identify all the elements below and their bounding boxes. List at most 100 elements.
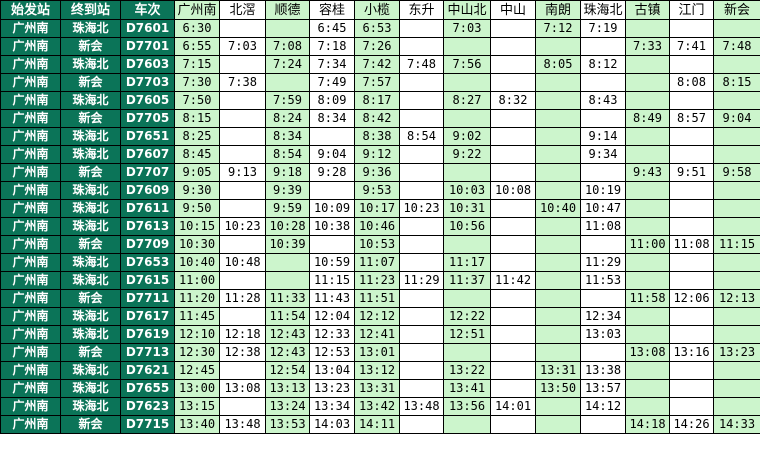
destination-station-cell: 新会	[60, 163, 121, 182]
time-cell: 12:18	[219, 325, 266, 344]
time-cell: 9:13	[219, 163, 266, 182]
time-cell	[219, 397, 266, 416]
time-cell: 10:46	[354, 217, 400, 236]
time-cell: 13:00	[174, 379, 220, 398]
time-cell: 10:09	[309, 199, 355, 218]
time-cell: 7:57	[354, 73, 400, 92]
table-row: 广州南 珠海北 D7615 11:00 11:15 11:23 11:29 11:37 11:4…	[0, 271, 760, 290]
table-row: 广州南 珠海北 D7617 11:45 11:54 12:04 12:12 12:22 12:3…	[0, 307, 760, 326]
time-cell: 12:13	[713, 289, 760, 308]
time-cell: 7:42	[354, 55, 400, 74]
time-cell	[535, 91, 581, 110]
table-row: 广州南 珠海北 D7605 7:50 7:59 8:09 8:17 8:27 8:32 8:43	[0, 91, 760, 110]
time-cell	[399, 217, 444, 236]
time-cell: 11:08	[580, 217, 626, 236]
time-cell	[535, 271, 581, 290]
time-cell: 12:45	[174, 361, 220, 380]
time-cell: 7:38	[219, 73, 266, 92]
time-cell	[309, 235, 355, 254]
time-cell: 12:53	[309, 343, 355, 362]
time-cell	[490, 55, 536, 74]
origin-station-cell: 广州南	[0, 19, 61, 38]
time-cell	[490, 361, 536, 380]
time-cell	[443, 415, 491, 434]
time-cell	[490, 379, 536, 398]
origin-station-cell: 广州南	[0, 37, 61, 56]
time-cell	[399, 109, 444, 128]
time-cell	[265, 73, 310, 92]
origin-station-cell: 广州南	[0, 379, 61, 398]
time-cell: 7:33	[625, 37, 670, 56]
time-cell	[713, 145, 760, 164]
time-cell: 13:08	[625, 343, 670, 362]
time-cell: 9:50	[174, 199, 220, 218]
time-cell	[219, 109, 266, 128]
destination-station-cell: 珠海北	[60, 307, 121, 326]
origin-station-cell: 广州南	[0, 109, 61, 128]
column-header: 终到站	[60, 0, 121, 20]
time-cell	[219, 235, 266, 254]
time-cell: 12:51	[443, 325, 491, 344]
time-cell: 10:23	[219, 217, 266, 236]
station-header: 珠海北	[580, 0, 626, 20]
time-cell: 8:34	[309, 109, 355, 128]
time-cell	[535, 217, 581, 236]
time-cell	[625, 253, 670, 272]
time-cell	[625, 271, 670, 290]
train-number-cell: D7613	[120, 217, 175, 236]
time-cell	[219, 19, 266, 38]
time-cell: 10:19	[580, 181, 626, 200]
time-cell: 9:22	[443, 145, 491, 164]
time-cell	[399, 379, 444, 398]
time-cell: 9:36	[354, 163, 400, 182]
time-cell	[580, 37, 626, 56]
station-header: 中山	[490, 0, 536, 20]
origin-station-cell: 广州南	[0, 55, 61, 74]
time-cell	[443, 289, 491, 308]
table-row: 广州南 珠海北 D7603 7:15 7:24 7:34 7:42 7:48 7:56 8:05 8…	[0, 55, 760, 74]
time-cell: 14:11	[354, 415, 400, 434]
time-cell: 13:48	[219, 415, 266, 434]
time-cell: 7:03	[219, 37, 266, 56]
time-cell	[490, 145, 536, 164]
table-row: 广州南 珠海北 D7601 6:30 6:45 6:53 7:03 7:12 7:19	[0, 19, 760, 38]
table-row: 广州南 新会 D7713 12:30 12:38 12:43 12:53 13:01 13:08…	[0, 343, 760, 362]
origin-station-cell: 广州南	[0, 91, 61, 110]
time-cell: 12:43	[265, 343, 310, 362]
station-header: 广州南	[174, 0, 220, 20]
time-cell	[669, 361, 714, 380]
time-cell	[535, 289, 581, 308]
time-cell: 11:45	[174, 307, 220, 326]
time-cell: 12:38	[219, 343, 266, 362]
column-header: 车次	[120, 0, 175, 20]
time-cell	[443, 37, 491, 56]
time-cell	[625, 379, 670, 398]
time-cell: 12:12	[354, 307, 400, 326]
origin-station-cell: 广州南	[0, 163, 61, 182]
time-cell: 13:13	[265, 379, 310, 398]
time-cell	[535, 127, 581, 146]
time-cell: 13:12	[354, 361, 400, 380]
time-cell	[669, 397, 714, 416]
time-cell: 14:33	[713, 415, 760, 434]
time-cell: 12:33	[309, 325, 355, 344]
origin-station-cell: 广州南	[0, 289, 61, 308]
time-cell: 11:00	[174, 271, 220, 290]
table-row: 广州南 新会 D7711 11:20 11:28 11:33 11:43 11:51 11:58…	[0, 289, 760, 308]
time-cell	[669, 181, 714, 200]
time-cell: 8:34	[265, 127, 310, 146]
time-cell: 7:48	[713, 37, 760, 56]
destination-station-cell: 新会	[60, 73, 121, 92]
time-cell: 14:26	[669, 415, 714, 434]
time-cell: 10:48	[219, 253, 266, 272]
time-cell	[669, 271, 714, 290]
destination-station-cell: 珠海北	[60, 253, 121, 272]
time-cell: 11:29	[580, 253, 626, 272]
time-cell	[625, 55, 670, 74]
destination-station-cell: 珠海北	[60, 397, 121, 416]
time-cell: 11:15	[713, 235, 760, 254]
time-cell: 7:34	[309, 55, 355, 74]
time-cell	[625, 361, 670, 380]
time-cell	[580, 109, 626, 128]
time-cell: 6:30	[174, 19, 220, 38]
